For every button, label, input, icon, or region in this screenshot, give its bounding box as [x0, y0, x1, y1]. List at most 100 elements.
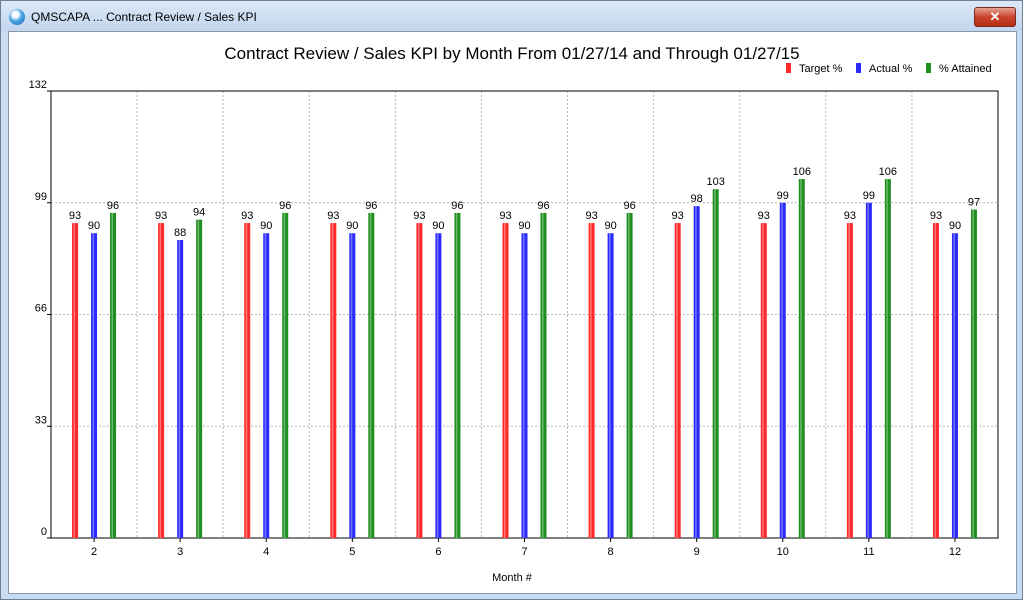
bar-value-label: 90	[432, 220, 444, 232]
kpi-bar-chart: Contract Review / Sales KPI by Month Fro…	[29, 44, 999, 584]
bar-value-label: 96	[537, 200, 549, 212]
bar-value-label: 96	[623, 200, 635, 212]
bar-highlight	[886, 179, 888, 538]
bar-value-label: 96	[107, 200, 119, 212]
bar-highlight	[781, 202, 783, 538]
bar-highlight	[762, 223, 764, 538]
bar	[72, 223, 79, 538]
bar	[91, 233, 98, 538]
bar-value-label: 90	[518, 220, 530, 232]
bar-highlight	[436, 233, 439, 538]
y-axis: 0 33 66 99 132	[29, 79, 51, 539]
bar	[588, 223, 595, 538]
x-tick-label: 3	[177, 546, 183, 558]
bar-value-label: 93	[672, 210, 684, 222]
x-tick-label: 4	[263, 546, 269, 558]
bar	[846, 223, 853, 538]
close-button[interactable]: ✕	[974, 7, 1016, 27]
legend-label: Target %	[799, 63, 843, 75]
chart-grid	[51, 91, 998, 538]
bar-value-label: 99	[863, 190, 875, 202]
bar-value-label: 90	[949, 220, 961, 232]
bar-value-label: 93	[930, 210, 942, 222]
bar-value-label: 90	[604, 220, 616, 232]
bar-highlight	[417, 223, 420, 538]
y-tick-label: 0	[41, 526, 47, 538]
bar	[932, 223, 939, 538]
bar-highlight	[111, 212, 114, 538]
legend-swatch	[856, 63, 861, 73]
bar	[951, 233, 958, 538]
bar-value-label: 96	[365, 200, 377, 212]
bar-highlight	[331, 223, 334, 538]
x-tick-label: 8	[608, 546, 614, 558]
bar	[416, 223, 423, 538]
bar-highlight	[264, 233, 267, 538]
bar	[110, 212, 117, 538]
bar	[502, 223, 509, 538]
bar	[330, 223, 337, 538]
bar-value-label: 88	[174, 227, 186, 239]
x-tick-label: 12	[949, 546, 961, 558]
x-axis: 2 3 4 5 6 7 8 9 10 11 12	[91, 538, 961, 558]
bar-highlight	[972, 209, 974, 539]
bar	[607, 233, 614, 538]
x-tick-label: 10	[777, 546, 789, 558]
bar-highlight	[628, 212, 630, 538]
bar-highlight	[92, 233, 95, 538]
bar-highlight	[867, 202, 869, 538]
bar-value-label: 93	[585, 210, 597, 222]
bar-highlight	[542, 212, 544, 538]
bar-value-label: 93	[758, 210, 770, 222]
bar	[798, 179, 805, 538]
bar	[454, 212, 461, 538]
bar	[158, 223, 165, 538]
bar-highlight	[283, 212, 286, 538]
chart-legend: Target % Actual % % Attained	[786, 63, 992, 75]
bar-series: 93 90 96 93 88 94 93 90 96 93 90 96 93 90 96 93 90 96 93 90…	[69, 166, 980, 539]
bar-value-label: 93	[69, 210, 81, 222]
bar-highlight	[609, 233, 611, 538]
bar-highlight	[714, 189, 716, 539]
bar-highlight	[73, 223, 76, 538]
bar-highlight	[245, 223, 248, 538]
x-tick-label: 2	[91, 546, 97, 558]
bar-highlight	[523, 233, 525, 538]
legend-label: Actual %	[869, 63, 913, 75]
bar-highlight	[504, 223, 506, 538]
bar	[760, 223, 767, 538]
title-bar[interactable]: QMSCAPA ... Contract Review / Sales KPI …	[1, 1, 1022, 31]
bar-value-label: 106	[879, 166, 897, 178]
bar-highlight	[369, 212, 372, 538]
bar	[435, 233, 442, 538]
x-axis-title: Month #	[492, 572, 533, 584]
bar-value-label: 93	[155, 210, 167, 222]
bar-value-label: 93	[241, 210, 253, 222]
bar-value-label: 97	[968, 197, 980, 209]
bar	[196, 219, 203, 538]
bar-highlight	[590, 223, 592, 538]
bar-highlight	[695, 206, 697, 539]
bar	[540, 212, 547, 538]
bar-value-label: 99	[777, 190, 789, 202]
bar-value-label: 106	[793, 166, 811, 178]
bar-highlight	[800, 179, 802, 538]
bar	[368, 212, 375, 538]
bar	[244, 223, 251, 538]
bar-value-label: 90	[346, 220, 358, 232]
legend-swatch	[926, 63, 931, 73]
bar-value-label: 98	[691, 193, 703, 205]
legend-swatch	[786, 63, 791, 73]
legend-label: % Attained	[939, 63, 992, 75]
bar	[865, 202, 872, 538]
x-tick-label: 11	[863, 546, 874, 558]
bar-value-label: 90	[88, 220, 100, 232]
y-tick-label: 33	[35, 414, 47, 426]
bar-value-label: 103	[707, 176, 725, 188]
x-tick-label: 7	[521, 546, 527, 558]
bar	[970, 209, 977, 539]
bar	[674, 223, 681, 538]
bar-highlight	[455, 212, 458, 538]
chart-panel: Contract Review / Sales KPI by Month Fro…	[8, 31, 1017, 594]
